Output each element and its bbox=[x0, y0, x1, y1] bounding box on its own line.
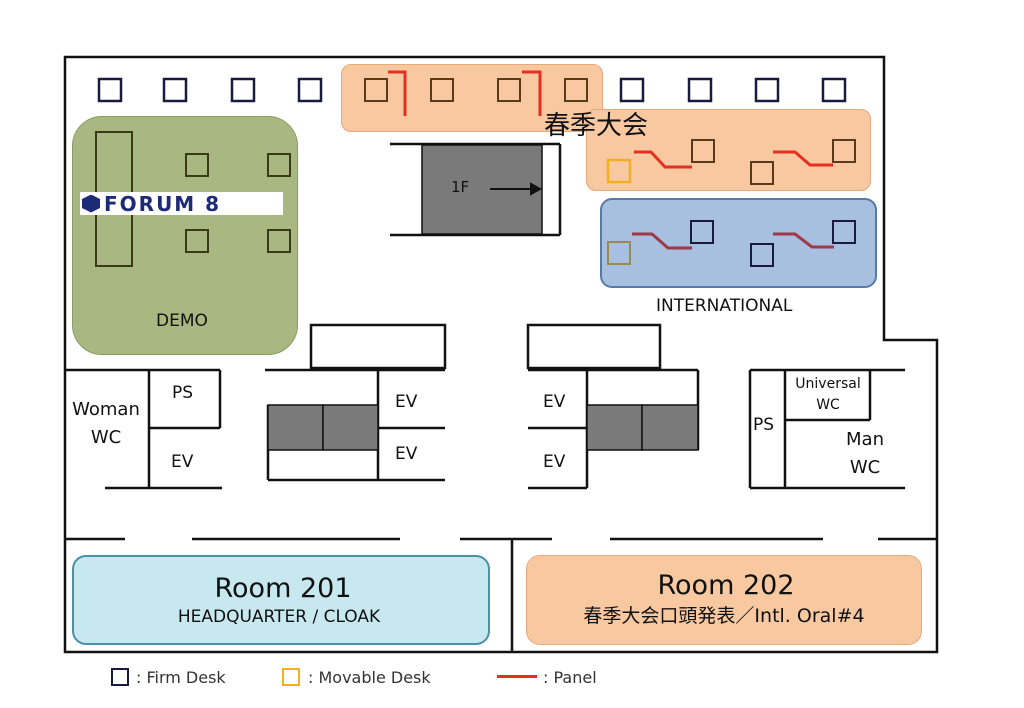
elevator-label-3: EV bbox=[395, 444, 418, 464]
forum8-logo-icon bbox=[82, 194, 100, 213]
legend-firm-desk-icon bbox=[111, 668, 129, 686]
room-201-subtitle: HEADQUARTER / CLOAK bbox=[177, 607, 381, 627]
room-202 bbox=[526, 555, 922, 645]
elevator-label-1: EV bbox=[171, 452, 194, 472]
woman-wc-line2: WC bbox=[90, 427, 122, 448]
event-panels bbox=[388, 70, 833, 169]
event-desks bbox=[364, 78, 856, 185]
firm-desks bbox=[97, 77, 847, 103]
outer-walls bbox=[63, 55, 939, 654]
elevator-label-5: EV bbox=[543, 452, 566, 472]
ps-right-label: PS bbox=[753, 415, 775, 435]
international-movable-desk bbox=[607, 241, 631, 265]
room-201 bbox=[72, 555, 490, 645]
international-label: INTERNATIONAL bbox=[656, 296, 793, 316]
event-zone-right bbox=[586, 109, 871, 191]
man-wc-line2: WC bbox=[849, 457, 881, 478]
arrow-right-icon bbox=[490, 182, 543, 196]
event-label: 春季大会 bbox=[544, 111, 649, 141]
legend-panel-icon bbox=[497, 675, 537, 678]
event-zone-top bbox=[341, 64, 603, 132]
legend-panel-label: : Panel bbox=[543, 668, 597, 687]
elevator-cars bbox=[267, 404, 699, 451]
elevator-label-2: EV bbox=[395, 392, 418, 412]
woman-wc-line1: Woman bbox=[72, 399, 140, 420]
legend-movable-desk-icon bbox=[282, 668, 300, 686]
universal-wc-line2: WC bbox=[816, 397, 840, 413]
man-wc-line1: Man bbox=[846, 429, 884, 450]
international-zone bbox=[600, 198, 877, 288]
legend-firm-desk-label: : Firm Desk bbox=[136, 668, 226, 687]
elevator-label-4: EV bbox=[543, 392, 566, 412]
ps-left-label: PS bbox=[172, 383, 194, 403]
stair-label: 1F bbox=[451, 178, 470, 196]
room-202-subtitle: 春季大会口頭発表／Intl. Oral#4 bbox=[583, 605, 865, 627]
movable-desk bbox=[606, 158, 632, 184]
demo-label: DEMO bbox=[156, 311, 208, 331]
logo-text: FORUM 8 bbox=[104, 191, 222, 216]
universal-wc-line1: Universal bbox=[795, 376, 861, 392]
room-201-title: Room 201 bbox=[214, 573, 352, 604]
forum8-logo: FORUM 8 bbox=[80, 192, 283, 215]
international-desks bbox=[690, 220, 856, 267]
international-panels bbox=[632, 232, 834, 250]
room-202-title: Room 202 bbox=[657, 570, 795, 601]
legend-movable-desk-label: : Movable Desk bbox=[308, 668, 431, 687]
